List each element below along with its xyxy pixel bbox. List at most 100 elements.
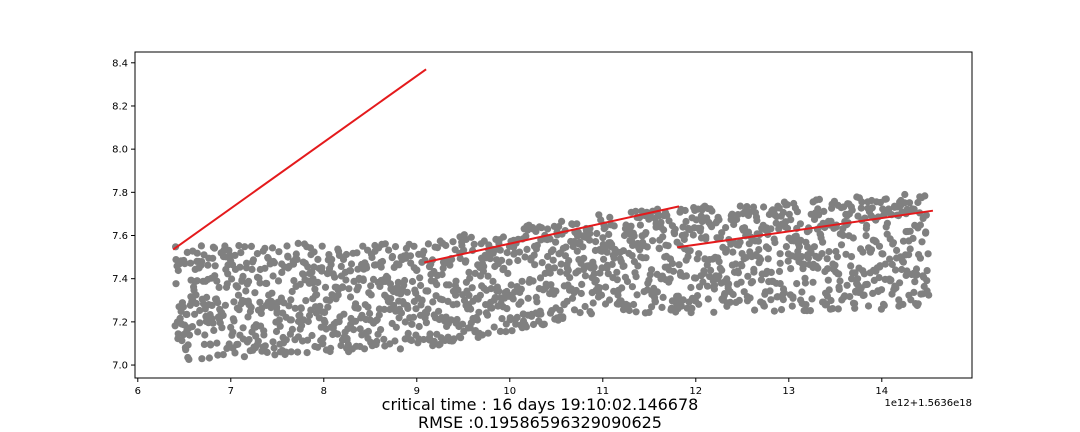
scatter-point [552, 287, 560, 295]
scatter-point [666, 275, 674, 283]
scatter-point [605, 296, 614, 304]
scatter-point [587, 310, 596, 318]
scatter-point [570, 306, 579, 314]
scatter-point [628, 283, 637, 291]
scatter-point [925, 291, 933, 299]
scatter-point [857, 204, 865, 212]
scatter-point [777, 306, 786, 314]
scatter-point [513, 313, 521, 321]
scatter-point [269, 338, 277, 346]
scatter-point [452, 277, 460, 285]
scatter-point [475, 308, 483, 316]
scatter-point [523, 245, 531, 253]
scatter-point [636, 221, 645, 229]
scatter-point [851, 304, 859, 312]
scatter-point [407, 336, 416, 345]
scatter-point [248, 265, 256, 273]
scatter-point [722, 224, 730, 232]
scatter-point [860, 270, 868, 278]
scatter-point [737, 278, 745, 286]
scatter-point [321, 308, 329, 316]
scatter-point [729, 290, 737, 299]
scatter-point [703, 282, 712, 290]
scatter-point [581, 302, 589, 311]
scatter-point [704, 295, 712, 303]
scatter-point [748, 278, 757, 286]
scatter-point [815, 195, 824, 203]
scatter-point [880, 301, 888, 309]
scatter-point [910, 288, 918, 296]
scatter-point [234, 340, 242, 348]
scatter-point [634, 262, 642, 270]
scatter-point [795, 243, 804, 251]
scatter-point [835, 285, 843, 293]
scatter-point [589, 299, 597, 307]
scatter-point [321, 283, 330, 291]
scatter-point [205, 354, 213, 362]
scatter-point [417, 281, 425, 290]
scatter-point [229, 328, 237, 336]
scatter-point [787, 216, 795, 224]
scatter-point [578, 280, 586, 288]
scatter-point [305, 311, 314, 320]
scatter-point [334, 291, 342, 299]
scatter-point [367, 291, 375, 299]
scatter-point [708, 207, 716, 215]
scatter-point [505, 258, 513, 266]
scatter-point [254, 337, 262, 345]
scatter-point [178, 337, 186, 345]
scatter-point [508, 327, 516, 335]
scatter-point [247, 303, 255, 311]
scatter-point [377, 326, 385, 334]
scatter-point [495, 287, 503, 295]
scatter-point [287, 316, 295, 324]
scatter-point [901, 190, 909, 199]
scatter-point [436, 340, 444, 348]
scatter-point [283, 242, 291, 250]
scatter-point [899, 300, 907, 308]
scatter-point [610, 222, 618, 230]
scatter-point [500, 264, 508, 272]
scatter-point [297, 304, 305, 312]
scatter-point [438, 270, 446, 279]
scatter-point [179, 303, 187, 311]
scatter-point [503, 249, 511, 257]
scatter-point [444, 297, 452, 305]
scatter-point [415, 322, 423, 331]
scatter-point [445, 281, 453, 289]
scatter-point [899, 258, 908, 266]
scatter-point [556, 306, 564, 314]
scatter-point [827, 296, 835, 305]
scatter-point [642, 229, 650, 237]
scatter-point [653, 288, 662, 296]
scatter-point [557, 260, 565, 268]
scatter-point [899, 237, 908, 245]
scatter-point [824, 265, 832, 273]
scatter-point [600, 255, 608, 263]
scatter-point [632, 273, 640, 281]
scatter-point [746, 294, 754, 302]
scatter-point [268, 289, 276, 297]
scatter-point [438, 296, 447, 304]
scatter-point [201, 331, 209, 339]
scatter-point [490, 323, 498, 331]
scatter-point [669, 267, 678, 275]
scatter-point [314, 278, 322, 286]
scatter-point [779, 296, 787, 304]
scatter-point [288, 325, 296, 333]
scatter-point [831, 261, 839, 269]
scatter-point [657, 218, 665, 226]
scatter-point [337, 341, 345, 350]
scatter-point [529, 277, 537, 285]
scatter-point [736, 202, 744, 210]
scatter-point [310, 248, 318, 256]
scatter-point [367, 282, 375, 290]
scatter-point [350, 326, 358, 334]
plot-frame [134, 51, 973, 379]
scatter-point [529, 320, 538, 329]
scatter-point [565, 257, 573, 265]
scatter-point [230, 298, 238, 306]
scatter-point [326, 296, 334, 304]
scatter-point [287, 296, 295, 304]
scatter-point [766, 287, 774, 295]
